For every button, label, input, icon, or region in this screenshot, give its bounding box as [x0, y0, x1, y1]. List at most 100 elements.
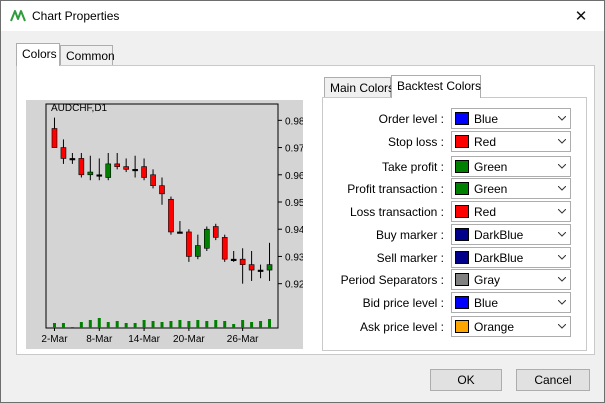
candle-body — [159, 185, 165, 195]
chevron-down-icon — [558, 164, 566, 169]
selected-color: Blue — [474, 296, 499, 310]
volume-bar — [79, 322, 83, 328]
title-bar: Chart Properties ✕ — [1, 1, 604, 31]
color-swatch — [455, 228, 469, 241]
y-tick-label: 0.96 — [285, 171, 303, 182]
profit-transaction-select[interactable]: Green — [451, 178, 571, 199]
chevron-down-icon — [558, 277, 566, 282]
volume-bar — [250, 322, 254, 328]
volume-bar — [115, 321, 119, 328]
backtest-colors-panel: Order level : Blue Stop loss : Red Take … — [322, 97, 587, 351]
ok-button[interactable]: OK — [430, 369, 502, 391]
selected-color: Blue — [474, 112, 499, 126]
candlestick-chart: 0.98 0.97 0.96 0.95 0.94 0.93 0.92 2-Mar 8-Mar 14… — [41, 103, 303, 345]
candle-body — [221, 237, 228, 260]
candle-body — [248, 264, 255, 271]
volume-bar — [187, 321, 191, 328]
loss-transaction-select[interactable]: Red — [451, 201, 571, 222]
color-row-buy-marker: Buy marker : DarkBlue — [323, 224, 588, 246]
color-swatch — [455, 320, 469, 333]
tab-main-colors[interactable]: Main Colors — [324, 77, 394, 98]
order-level-label: Order level : — [378, 112, 444, 126]
buy-marker-label: Buy marker : — [375, 228, 444, 242]
period-separators-select[interactable]: Gray — [451, 269, 571, 290]
chevron-down-icon — [558, 255, 566, 260]
color-swatch — [455, 205, 469, 218]
volume-bar — [259, 321, 263, 328]
candle-body — [239, 258, 246, 265]
color-swatch — [455, 182, 469, 195]
profit-transaction-label: Profit transaction : — [347, 182, 444, 196]
volume-bar — [106, 322, 110, 328]
color-row-sell-marker: Sell marker : DarkBlue — [323, 247, 588, 269]
candle-body — [105, 163, 112, 178]
candle-body — [132, 169, 138, 172]
volume-bar — [169, 321, 173, 328]
take-profit-select[interactable]: Green — [451, 156, 571, 177]
selected-color: Green — [474, 182, 508, 196]
chevron-down-icon — [558, 324, 566, 329]
bid-price-level-label: Bid price level : — [362, 296, 444, 310]
volume-bar — [178, 320, 182, 328]
y-tick-label: 0.93 — [285, 252, 303, 263]
volume-bar — [97, 318, 101, 328]
color-row-loss-transaction: Loss transaction : Red — [323, 201, 588, 223]
volume-bar — [52, 323, 56, 328]
sell-marker-label: Sell marker : — [376, 251, 444, 265]
selected-color: Orange — [474, 320, 515, 334]
color-swatch — [455, 251, 469, 264]
x-tick-label: 26-Mar — [227, 334, 259, 345]
stop-loss-select[interactable]: Red — [451, 131, 571, 152]
chevron-down-icon — [558, 116, 566, 121]
plot-frame — [45, 103, 279, 329]
bid-price-level-select[interactable]: Blue — [451, 292, 571, 313]
candle-body — [266, 264, 273, 271]
color-swatch — [455, 135, 469, 148]
color-swatch — [455, 296, 469, 309]
chevron-down-icon — [558, 186, 566, 191]
y-tick-label: 0.98 — [285, 116, 303, 127]
candle-body — [257, 269, 264, 272]
app-logo-icon — [10, 10, 26, 22]
close-button[interactable]: ✕ — [558, 1, 604, 31]
period-separators-label: Period Separators : — [340, 273, 444, 287]
candle-body — [51, 128, 58, 148]
volume-bar — [151, 321, 155, 328]
chevron-down-icon — [558, 232, 566, 237]
buy-marker-select[interactable]: DarkBlue — [451, 224, 571, 245]
color-row-period-separators: Period Separators : Gray — [323, 269, 588, 291]
volume-bar — [124, 323, 128, 328]
x-tick-label: 8-Mar — [86, 334, 113, 345]
selected-color: Red — [474, 205, 497, 219]
volume-bar — [142, 320, 146, 328]
tab-colors[interactable]: Colors — [16, 43, 60, 66]
volume-bar — [160, 322, 164, 328]
sell-marker-select[interactable]: DarkBlue — [451, 247, 571, 268]
candle-body — [114, 163, 120, 167]
volume-bar — [241, 320, 245, 328]
color-row-take-profit: Take profit : Green — [323, 156, 588, 178]
volume-bar — [70, 327, 74, 328]
colors-tab-panel: 0.98 0.97 0.96 0.95 0.94 0.93 0.92 2-Mar 8-Mar 14… — [16, 65, 595, 355]
candle-body — [150, 174, 156, 186]
stop-loss-label: Stop loss : — [387, 135, 444, 149]
y-tick-label: 0.95 — [285, 198, 303, 209]
volume-bar — [232, 324, 236, 328]
chevron-down-icon — [558, 139, 566, 144]
color-row-ask-price-level: Ask price level : Orange — [323, 316, 588, 338]
candle-body — [195, 245, 201, 257]
loss-transaction-label: Loss transaction : — [349, 205, 444, 219]
tab-backtest-colors[interactable]: Backtest Colors — [391, 75, 481, 98]
ask-price-level-select[interactable]: Orange — [451, 316, 571, 337]
take-profit-label: Take profit : — [381, 160, 444, 174]
candle-body — [186, 231, 192, 257]
cancel-button[interactable]: Cancel — [516, 369, 590, 391]
volume-bar — [214, 320, 218, 328]
volume-bar — [61, 323, 65, 328]
chart-preview: 0.98 0.97 0.96 0.95 0.94 0.93 0.92 2-Mar 8-Mar 14… — [26, 100, 303, 349]
selected-color: DarkBlue — [474, 251, 524, 265]
tab-common[interactable]: Common — [60, 45, 115, 66]
candle-body — [87, 171, 94, 176]
order-level-select[interactable]: Blue — [451, 108, 571, 129]
